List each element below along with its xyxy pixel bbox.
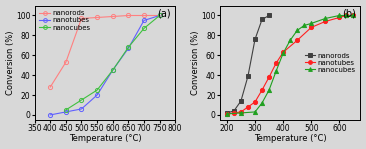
- nanorods: [64, 61, 68, 63]
- nanocubes: [281, 52, 285, 54]
- nanotubes: [157, 15, 162, 16]
- Legend: nanorods, nanotubes, nanocubes: nanorods, nanotubes, nanocubes: [303, 51, 357, 74]
- nanotubes: [274, 62, 278, 64]
- nanorods: [79, 18, 84, 19]
- nanorods: [142, 15, 146, 16]
- nanotubes: [281, 51, 285, 53]
- nanorods: [239, 100, 243, 102]
- nanotubes: [309, 27, 313, 28]
- nanotubes: [239, 111, 243, 113]
- nanotubes: [225, 113, 229, 115]
- nanocubes: [337, 15, 341, 16]
- nanotubes: [337, 17, 341, 18]
- nanotubes: [246, 106, 250, 108]
- nanotubes: [48, 114, 52, 116]
- Line: nanotubes: nanotubes: [225, 13, 355, 116]
- nanotubes: [95, 94, 99, 96]
- nanocubes: [111, 69, 115, 71]
- nanorods: [48, 86, 52, 88]
- nanotubes: [79, 108, 84, 110]
- nanocubes: [274, 70, 278, 72]
- nanotubes: [295, 39, 299, 41]
- nanocubes: [126, 46, 131, 48]
- nanorods: [111, 16, 115, 17]
- Line: nanorods: nanorods: [225, 13, 271, 115]
- Text: (a): (a): [157, 9, 171, 19]
- nanocubes: [288, 39, 292, 41]
- Text: (b): (b): [342, 9, 356, 19]
- nanocubes: [239, 112, 243, 114]
- nanorods: [232, 110, 236, 112]
- nanocubes: [323, 18, 328, 19]
- nanotubes: [267, 76, 271, 78]
- nanorods: [95, 17, 99, 18]
- Line: nanocubes: nanocubes: [225, 13, 355, 116]
- nanocubes: [309, 22, 313, 24]
- nanotubes: [232, 112, 236, 114]
- Line: nanocubes: nanocubes: [64, 13, 162, 112]
- nanotubes: [260, 89, 264, 91]
- nanotubes: [344, 15, 348, 16]
- Y-axis label: Conversion (%): Conversion (%): [191, 31, 200, 95]
- nanocubes: [267, 89, 271, 91]
- nanorods: [126, 15, 131, 16]
- nanocubes: [157, 15, 162, 16]
- nanocubes: [260, 102, 264, 104]
- nanotubes: [64, 111, 68, 113]
- nanotubes: [323, 21, 328, 22]
- nanocubes: [253, 111, 257, 113]
- nanorods: [267, 15, 271, 16]
- nanorods: [157, 15, 162, 16]
- nanocubes: [95, 89, 99, 91]
- nanotubes: [126, 47, 131, 49]
- nanocubes: [64, 109, 68, 111]
- nanorods: [225, 112, 229, 114]
- nanorods: [260, 19, 264, 20]
- nanocubes: [295, 30, 299, 31]
- nanotubes: [253, 101, 257, 103]
- X-axis label: Temperature (°C): Temperature (°C): [68, 134, 141, 143]
- Legend: nanorods, nanotubes, nanocubes: nanorods, nanotubes, nanocubes: [38, 9, 92, 32]
- X-axis label: Temperature (°C): Temperature (°C): [254, 134, 326, 143]
- nanocubes: [351, 15, 356, 16]
- nanocubes: [79, 99, 84, 101]
- nanotubes: [111, 69, 115, 71]
- nanotubes: [351, 15, 356, 16]
- nanorods: [253, 38, 257, 40]
- nanocubes: [142, 28, 146, 29]
- Line: nanotubes: nanotubes: [48, 13, 162, 117]
- nanocubes: [344, 15, 348, 16]
- nanotubes: [142, 20, 146, 21]
- nanocubes: [302, 25, 306, 26]
- nanocubes: [225, 113, 229, 115]
- nanorods: [246, 75, 250, 77]
- Y-axis label: Conversion (%): Conversion (%): [5, 31, 15, 95]
- Line: nanorods: nanorods: [48, 13, 162, 89]
